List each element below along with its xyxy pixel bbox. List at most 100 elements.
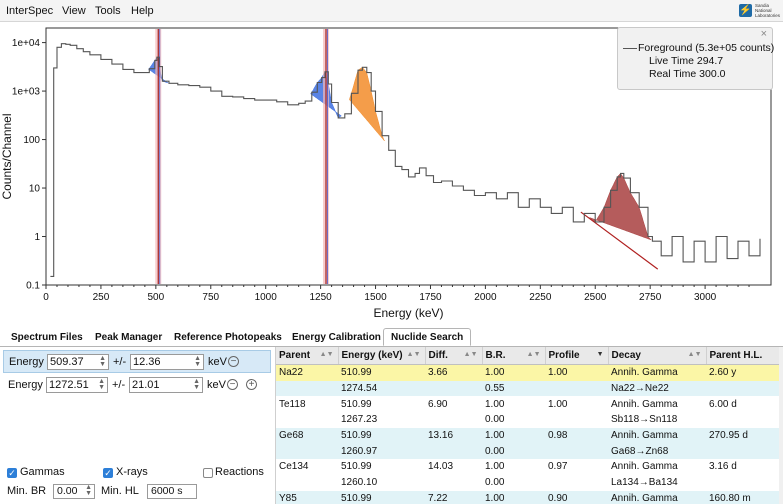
spinner-arrows-icon[interactable]: ▲ ▼ — [99, 355, 106, 368]
column-diff[interactable]: Diff. ▲▼ — [425, 347, 483, 365]
column-energy[interactable]: Energy (keV) ▲▼ — [338, 347, 426, 365]
table-cell — [276, 474, 338, 491]
table-cell: 0.55 — [482, 380, 545, 397]
spinner-arrows-icon[interactable]: ▲ ▼ — [85, 484, 92, 497]
legend-series-swatch — [623, 48, 637, 49]
table-cell — [545, 380, 608, 397]
table-cell: 3.16 d — [706, 459, 779, 475]
spinner-arrows-icon[interactable]: ▲ ▼ — [193, 378, 200, 391]
table-row[interactable]: Ge68 510.99 13.16 1.00 0.98 Annih. Gamma 270.9… — [276, 427, 779, 444]
sort-icon[interactable]: ▲▼ — [687, 351, 702, 358]
table-cell — [425, 412, 482, 428]
energy-search-row[interactable]: Energy 1272.51 ▲ ▼ +/- 21.01 ▲ ▼ keV − + — [3, 374, 271, 397]
window-input[interactable]: 21.01 ▲ ▼ — [129, 377, 203, 393]
table-cell — [706, 380, 779, 397]
table-cell: 6.00 d — [706, 396, 779, 413]
table-row[interactable]: 1260.97 0.00 Ga68→Zn68 — [276, 443, 779, 460]
table-cell: Annih. Gamma — [608, 490, 706, 504]
table-cell: Annih. Gamma — [608, 396, 706, 413]
x-tick-label: 2250 — [529, 292, 552, 303]
column-label: Parent — [279, 350, 311, 361]
window-input[interactable]: 12.36 ▲ ▼ — [130, 354, 204, 370]
menu-tools[interactable]: Tools — [95, 5, 121, 17]
table-cell: 510.99 — [338, 459, 425, 475]
tab-nuclide-search[interactable]: Nuclide Search — [383, 328, 472, 346]
sort-icon[interactable]: ▲▼ — [319, 351, 334, 358]
table-cell: 6.90 — [425, 396, 482, 413]
spectrum-line — [50, 43, 761, 278]
menu-help[interactable]: Help — [131, 5, 154, 17]
column-label: Diff. — [428, 350, 448, 361]
table-cell: 1.00 — [545, 396, 608, 413]
table-cell: La134→Ba134 — [608, 474, 706, 491]
results-scrollbar[interactable] — [779, 347, 783, 504]
tab-reference-photopeaks[interactable]: Reference Photopeaks — [174, 332, 282, 343]
sort-desc-icon[interactable]: ▼ — [596, 351, 604, 358]
table-row[interactable]: 1260.10 0.00 La134→Ba134 — [276, 474, 779, 491]
x-tick-label: 1250 — [309, 292, 332, 303]
table-cell — [706, 412, 779, 428]
table-cell: Ce134 — [276, 459, 338, 475]
energy-input[interactable]: 1272.51 ▲ ▼ — [46, 377, 108, 393]
tab-peak-manager[interactable]: Peak Manager — [95, 332, 163, 343]
y-tick-label: 0.1 — [26, 281, 40, 292]
sort-icon[interactable]: ▲▼ — [526, 351, 541, 358]
table-row[interactable]: Te118 510.99 6.90 1.00 1.00 Annih. Gamma 6.00 … — [276, 396, 779, 413]
min-hl-input[interactable]: 6000 s — [147, 484, 197, 499]
table-cell: Na22→Ne22 — [608, 380, 706, 397]
table-cell: 160.80 m — [706, 490, 779, 504]
min-br-label: Min. BR — [7, 485, 47, 497]
sandia-logo: ⚡ Sandia National Laboratories — [739, 3, 780, 18]
xrays-checkbox[interactable]: ✓ — [103, 468, 113, 478]
table-cell — [425, 380, 482, 397]
nuclide-search-panel: Energy 509.37 ▲ ▼ +/- 12.36 ▲ ▼ keV − Ener… — [0, 347, 276, 504]
table-cell: 270.95 d — [706, 427, 779, 444]
column-decay[interactable]: Decay ▲▼ — [608, 347, 707, 365]
spinner-arrows-icon[interactable]: ▲ ▼ — [98, 378, 105, 391]
table-row[interactable]: 1274.54 0.55 Na22→Ne22 — [276, 380, 779, 397]
y-tick-label: 100 — [23, 135, 40, 146]
table-cell: 1.00 — [482, 490, 545, 504]
tab-energy-calibration[interactable]: Energy Calibration — [292, 332, 381, 343]
table-row[interactable]: Y85 510.99 7.22 1.00 0.90 Annih. Gamma 160.80 … — [276, 490, 779, 504]
tab-spectrum-files[interactable]: Spectrum Files — [11, 332, 83, 343]
sort-icon[interactable]: ▲▼ — [463, 351, 478, 358]
energy-value: 1272.51 — [49, 379, 89, 391]
add-energy-icon[interactable]: + — [246, 379, 257, 390]
gammas-label: Gammas — [20, 466, 65, 478]
table-cell: Ga68→Zn68 — [608, 443, 706, 460]
spinner-arrows-icon[interactable]: ▲ ▼ — [194, 355, 201, 368]
x-tick-label: 2750 — [639, 292, 662, 303]
column-parent[interactable]: Parent ▲▼ — [276, 347, 339, 365]
table-cell — [276, 412, 338, 428]
column-parent-hl[interactable]: Parent H.L. — [706, 347, 780, 365]
column-br[interactable]: B.R. ▲▼ — [482, 347, 546, 365]
reactions-checkbox[interactable] — [203, 468, 213, 478]
menu-interspec[interactable]: InterSpec — [6, 5, 54, 17]
min-br-value: 0.00 — [57, 485, 78, 497]
table-cell: 1267.23 — [338, 412, 425, 428]
table-cell: 0.00 — [482, 474, 545, 491]
table-row[interactable]: Na22 510.99 3.66 1.00 1.00 Annih. Gamma 2.60 y — [276, 364, 779, 381]
energy-input[interactable]: 509.37 ▲ ▼ — [47, 354, 109, 370]
sort-icon[interactable]: ▲▼ — [406, 351, 421, 358]
continuum-line — [580, 211, 659, 270]
table-cell: Annih. Gamma — [608, 459, 706, 475]
legend[interactable]: × Foreground (5.3e+05 counts) Live Time … — [617, 27, 774, 90]
energy-search-row[interactable]: Energy 509.37 ▲ ▼ +/- 12.36 ▲ ▼ keV − — [3, 350, 271, 373]
table-cell: 0.90 — [545, 490, 608, 504]
menu-view[interactable]: View — [62, 5, 86, 17]
table-row[interactable]: Ce134 510.99 14.03 1.00 0.97 Annih. Gamma 3.16… — [276, 459, 779, 475]
table-cell: 0.97 — [545, 459, 608, 475]
remove-energy-icon[interactable]: − — [227, 379, 238, 390]
column-profile[interactable]: Profile ▼ — [545, 347, 609, 365]
remove-energy-icon[interactable]: − — [228, 356, 239, 367]
gammas-checkbox[interactable]: ✓ — [7, 468, 17, 478]
table-cell — [706, 443, 779, 460]
min-hl-value: 6000 s — [151, 485, 183, 497]
table-row[interactable]: 1267.23 0.00 Sb118→Sn118 — [276, 412, 779, 428]
table-cell: 7.22 — [425, 490, 482, 504]
y-tick-label: 1e+04 — [12, 38, 41, 49]
min-br-input[interactable]: 0.00 ▲ ▼ — [53, 484, 95, 499]
legend-close-icon[interactable]: × — [760, 28, 767, 40]
